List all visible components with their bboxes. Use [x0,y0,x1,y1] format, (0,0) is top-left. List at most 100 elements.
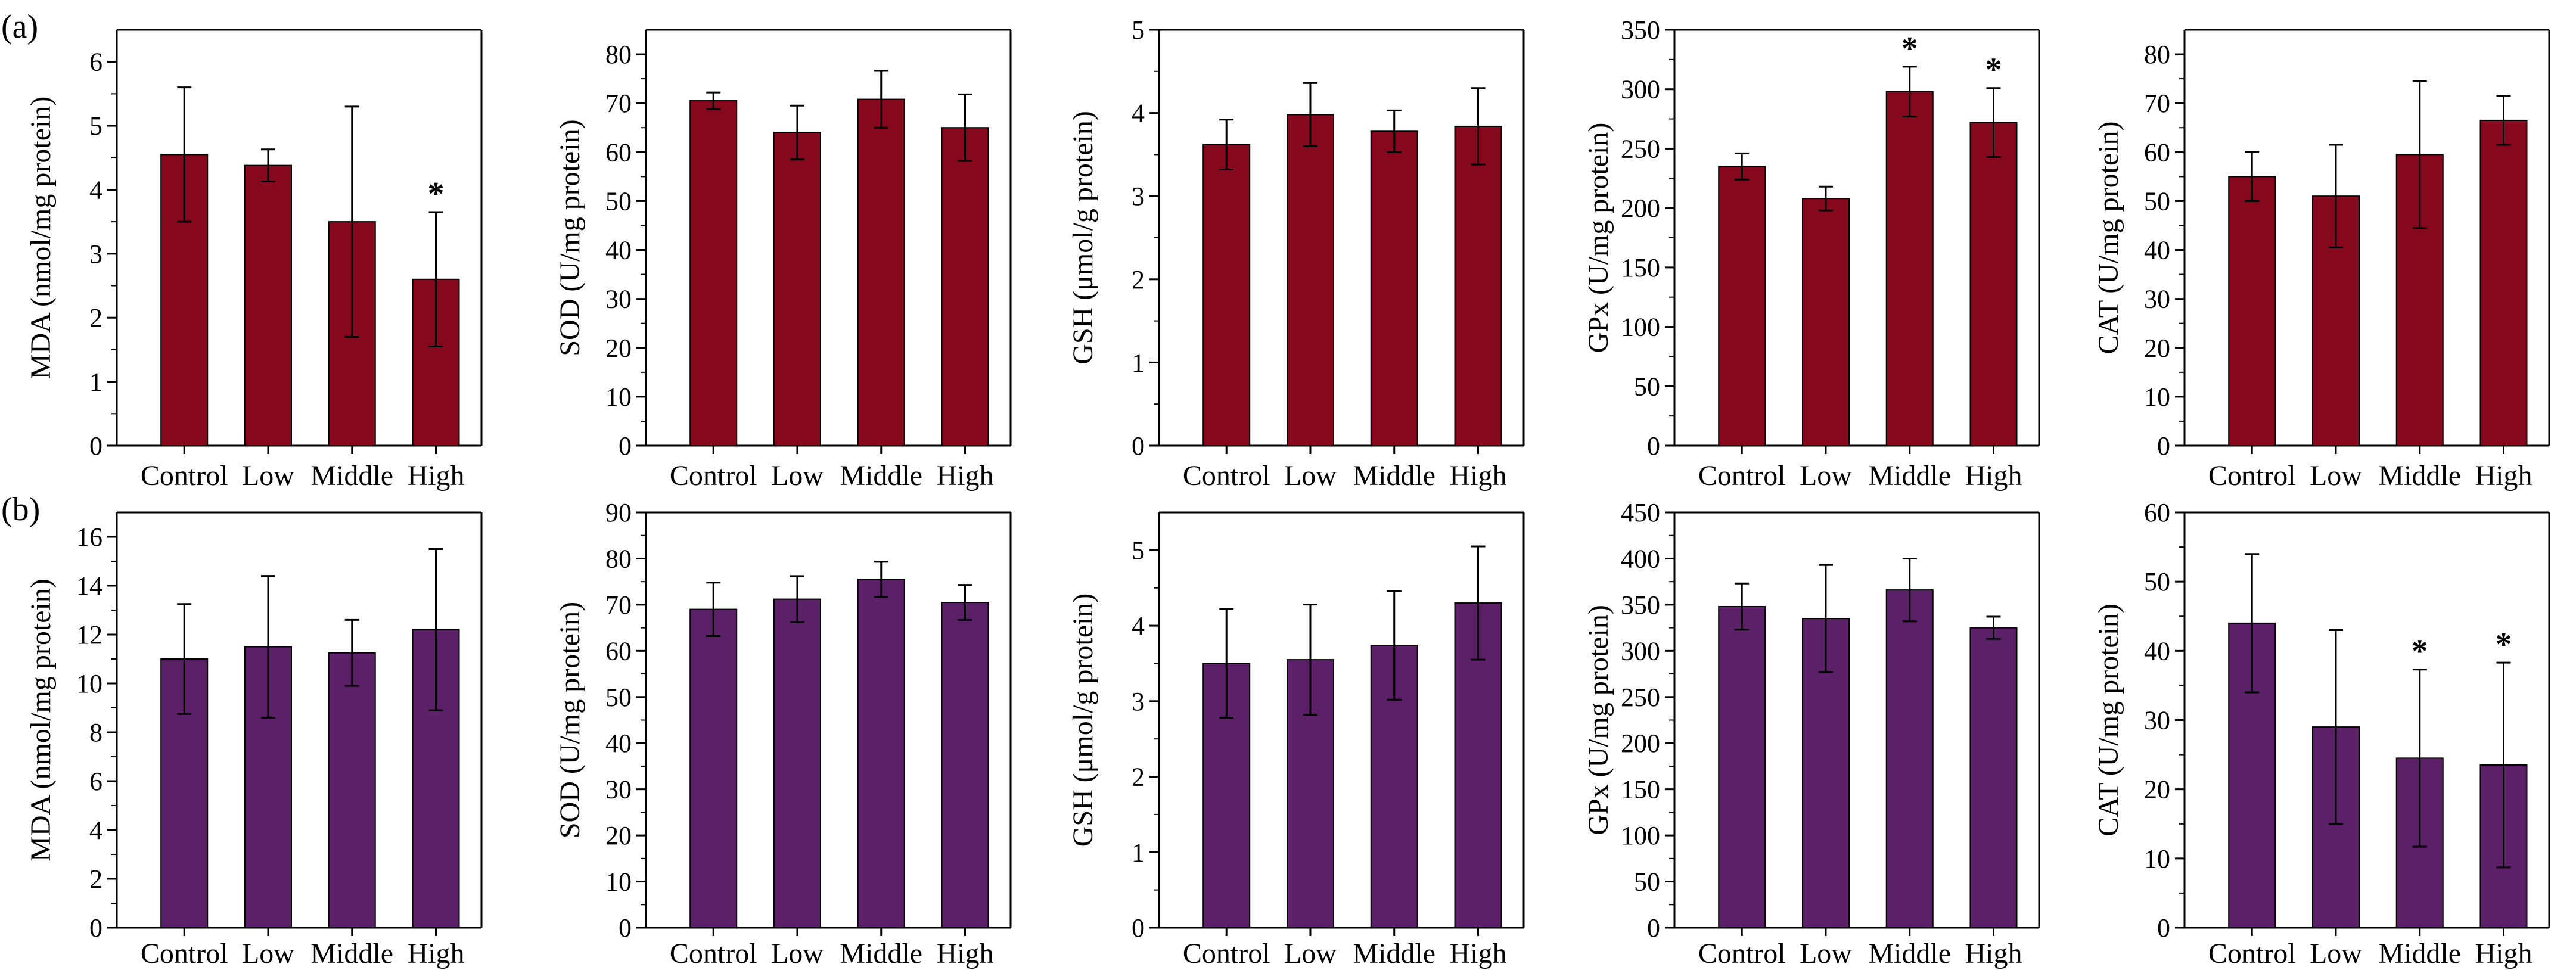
y-axis-title: SOD (U/mg protein) [554,602,586,838]
y-tick-label: 0 [89,913,102,943]
y-tick-label: 14 [76,571,102,601]
bar [857,579,905,928]
x-tick-label: Control [2208,460,2296,492]
y-tick-label: 2 [89,303,102,332]
y-tick-label: 10 [76,669,102,698]
x-tick-label: Middle [2378,460,2461,492]
bar [1286,114,1334,446]
y-tick-label: 20 [2144,334,2170,363]
y-tick-label: 60 [2144,138,2170,167]
y-tick-label: 450 [1621,498,1660,527]
x-tick-label: Control [141,460,228,492]
bar [941,602,989,928]
y-tick-label: 0 [1132,913,1145,943]
x-tick-label: High [1450,460,1507,492]
significance-marker: * [1901,30,1918,67]
y-tick-label: 16 [76,523,102,552]
chart-mda: 0 2 4 6 8 10 12 14 16 MDA (nmol/mg protein) Contro… [25,511,483,969]
x-tick-label: Low [771,938,824,969]
y-tick-label: 30 [2144,706,2170,735]
x-tick-label: Low [1800,938,1852,969]
y-axis-title: CAT (U/mg protein) [2093,121,2124,354]
bar [244,164,292,446]
y-tick-label: 40 [605,236,632,265]
y-axis-title: MDA (nmol/mg protein) [25,97,57,380]
x-tick-label: Middle [1868,460,1951,492]
y-tick-label: 1 [1132,348,1145,377]
chart-cat: 0 10 20 30 40 50 60 70 80 CAT (U/mg protein) Contr… [2093,29,2550,492]
y-tick-label: 200 [1621,194,1660,223]
x-tick-label: Control [1698,938,1786,969]
y-tick-label: 300 [1621,636,1660,666]
x-tick-label: Control [1183,460,1270,492]
bar [2479,119,2528,446]
bar [1718,166,1766,446]
x-tick-label: High [408,938,465,969]
bar [1801,198,1850,446]
chart-gpx: 0 50 100 150 200 250 300 350 GPx (U/mg protein) C… [1583,15,2040,492]
bar [1718,605,1766,928]
significance-marker: * [2412,633,2428,670]
x-tick-label: Middle [310,460,393,492]
bar [773,598,821,928]
y-tick-label: 3 [1132,182,1145,211]
y-tick-label: 60 [2144,498,2170,527]
y-tick-label: 10 [605,383,632,412]
y-tick-label: 80 [605,40,632,69]
y-tick-label: 40 [2144,636,2170,666]
bar [689,608,738,928]
y-tick-label: 60 [605,636,632,666]
y-tick-label: 10 [605,868,632,897]
y-tick-label: 50 [2144,186,2170,216]
chart-mda: 0 1 2 3 4 5 6 MDA (nmol/mg protein) Control Low Mi… [25,29,483,492]
bar [1885,91,1934,446]
y-tick-label: 80 [2144,40,2170,69]
y-tick-label: 150 [1621,253,1660,282]
y-tick-label: 300 [1621,75,1660,104]
y-axis-title: MDA (nmol/mg protein) [25,579,57,862]
x-tick-label: Middle [840,938,922,969]
y-tick-label: 6 [89,48,102,77]
x-tick-label: Low [1284,938,1337,969]
x-tick-label: Control [670,460,757,492]
y-tick-label: 50 [605,186,632,216]
y-tick-label: 5 [1132,15,1145,45]
chart-gsh: 0 1 2 3 4 5 GSH (μmol/g protein) Control Low Midd… [1067,511,1525,969]
y-tick-label: 20 [2144,775,2170,804]
x-tick-label: Middle [310,938,393,969]
x-tick-label: High [408,460,465,492]
y-tick-label: 0 [1647,431,1660,461]
y-tick-label: 30 [605,285,632,314]
y-axis-title: GPx (U/mg protein) [1583,605,1614,835]
chart-cat: 0 10 20 30 40 50 60 CAT (U/mg protein) Control Lo… [2093,498,2550,969]
y-tick-label: 50 [1634,868,1660,897]
x-tick-label: High [1450,938,1507,969]
x-tick-label: Middle [1353,938,1435,969]
y-tick-label: 10 [2144,383,2170,412]
bar [689,100,738,446]
panel-label: (b) [1,491,40,528]
panel-label: (a) [1,8,38,45]
y-tick-label: 400 [1621,544,1660,573]
x-tick-label: Control [1183,938,1270,969]
y-tick-label: 70 [2144,89,2170,118]
y-tick-label: 70 [605,590,632,620]
bar [1885,589,1934,928]
x-tick-label: Low [1284,460,1337,492]
y-tick-label: 350 [1621,590,1660,620]
bar [328,652,376,928]
y-tick-label: 0 [619,913,632,943]
y-tick-label: 12 [76,620,102,649]
x-tick-label: Low [2310,460,2362,492]
chart-sod: 0 10 20 30 40 50 60 70 80 SOD (U/mg protein) Contr… [554,29,1012,492]
y-tick-label: 30 [605,775,632,804]
y-tick-label: 6 [89,767,102,796]
y-tick-label: 30 [2144,285,2170,314]
y-tick-label: 50 [605,683,632,712]
bar [941,127,989,446]
x-tick-label: Low [2310,938,2362,969]
y-tick-label: 2 [1132,265,1145,294]
y-tick-label: 4 [89,175,102,204]
